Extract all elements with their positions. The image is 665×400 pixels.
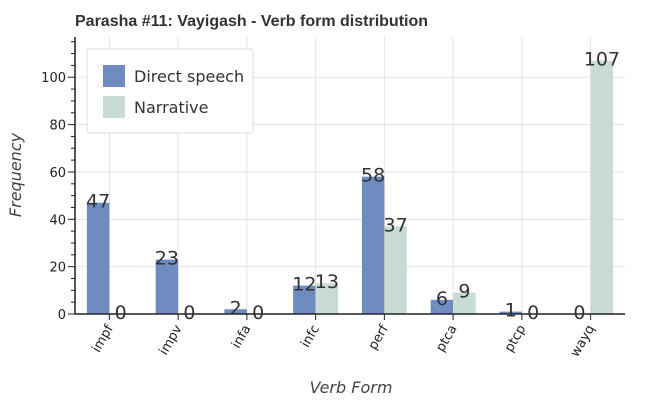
x-tick-label: ptcp <box>502 323 529 355</box>
x-tick-label: impv <box>156 322 185 358</box>
bar-ptca-narrative <box>453 292 476 314</box>
y-tick-label: 80 <box>49 119 66 134</box>
bars <box>86 60 614 314</box>
y-tick-label: 40 <box>49 213 66 228</box>
bar-impv-direct-speech <box>155 259 179 314</box>
y-tick-label: 20 <box>49 261 66 276</box>
bar-impf-direct-speech <box>86 202 110 314</box>
bar-value-label: 13 <box>315 271 339 293</box>
x-tick-label: perf <box>366 322 392 353</box>
legend-swatch <box>103 96 125 118</box>
bar-value-label: 0 <box>573 302 585 324</box>
x-tick-label: wayq <box>568 323 598 360</box>
legend: Direct speech Narrative <box>86 48 254 134</box>
x-ticks: impf impv infa infc perf ptca ptcp wayq <box>89 314 598 360</box>
y-ticks: 0 20 40 60 80 100 <box>41 41 75 323</box>
y-tick-label: 0 <box>58 308 66 323</box>
y-tick-label: 100 <box>41 71 66 86</box>
bar-value-label: 0 <box>527 302 539 324</box>
bar-value-label: 6 <box>436 288 448 310</box>
bar-value-label: 12 <box>292 274 316 296</box>
axes <box>74 37 625 315</box>
legend-label: Narrative <box>134 98 208 117</box>
bar-value-label: 2 <box>230 297 242 319</box>
x-tick-label: ptca <box>433 323 460 355</box>
x-tick-label: infa <box>229 323 254 352</box>
bar-infa-direct-speech <box>224 309 247 314</box>
bar-value-label: 37 <box>384 214 408 236</box>
bar-ptcp-direct-speech <box>499 311 522 314</box>
legend-swatch <box>103 65 125 87</box>
x-axis-label: Verb Form <box>310 378 393 397</box>
bar-value-label: 1 <box>505 300 517 322</box>
bar-value-label: 23 <box>155 248 179 270</box>
bar-value-label: 58 <box>361 165 385 187</box>
x-tick-label: infc <box>298 323 323 351</box>
bar-perf-narrative <box>384 226 407 314</box>
legend-label: Direct speech <box>134 67 244 86</box>
chart-title: Parasha #11: Vayigash - Verb form distri… <box>75 13 428 30</box>
bar-value-label: 107 <box>584 49 620 71</box>
bar-value-label: 9 <box>458 281 470 303</box>
x-tick-label: impf <box>89 322 117 355</box>
y-axis-label: Frequency <box>6 132 25 217</box>
y-tick-label: 60 <box>49 166 66 181</box>
bar-value-label: 47 <box>86 191 110 213</box>
bar-value-label: 0 <box>252 302 264 324</box>
bar-perf-direct-speech <box>361 176 385 314</box>
bar-value-label: 0 <box>115 302 127 324</box>
bar-value-label: 0 <box>183 302 195 324</box>
bar-infc-narrative <box>315 283 339 314</box>
bar-infc-direct-speech <box>293 285 316 314</box>
legend-box <box>86 48 254 134</box>
bar-ptca-direct-speech <box>430 299 454 314</box>
bar-wayq-narrative <box>590 60 614 314</box>
